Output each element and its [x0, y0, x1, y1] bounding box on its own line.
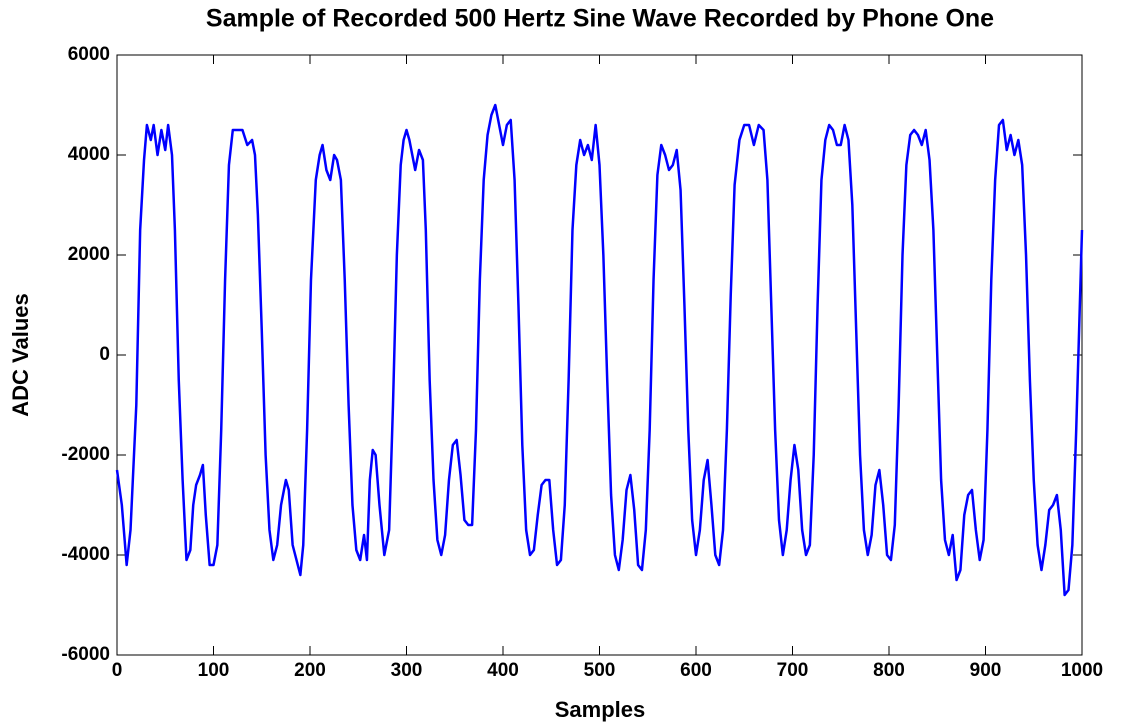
y-tick-label: -6000: [61, 644, 110, 665]
y-tick-label: -4000: [61, 544, 110, 565]
y-tick-label: 4000: [68, 144, 110, 165]
chart-title: Sample of Recorded 500 Hertz Sine Wave R…: [206, 5, 994, 33]
x-tick-label: 800: [873, 660, 905, 681]
x-tick-label: 500: [584, 660, 616, 681]
x-tick-label: 700: [777, 660, 809, 681]
x-tick-label: 600: [680, 660, 712, 681]
x-tick-label: 900: [970, 660, 1002, 681]
y-axis-label: ADC Values: [8, 293, 33, 417]
data-line: [115, 103, 1084, 597]
y-tick-label: -2000: [61, 444, 110, 465]
x-tick-label: 400: [487, 660, 519, 681]
y-tick-label: 2000: [68, 244, 110, 265]
x-tick-label: 200: [294, 660, 326, 681]
x-tick-label: 100: [198, 660, 230, 681]
y-tick-label: 0: [99, 344, 110, 365]
y-tick-label: 6000: [68, 44, 110, 65]
x-tick-label: 0: [112, 660, 123, 681]
x-tick-label: 300: [391, 660, 423, 681]
x-tick-label: 1000: [1061, 660, 1103, 681]
x-axis-label: Samples: [555, 697, 646, 722]
